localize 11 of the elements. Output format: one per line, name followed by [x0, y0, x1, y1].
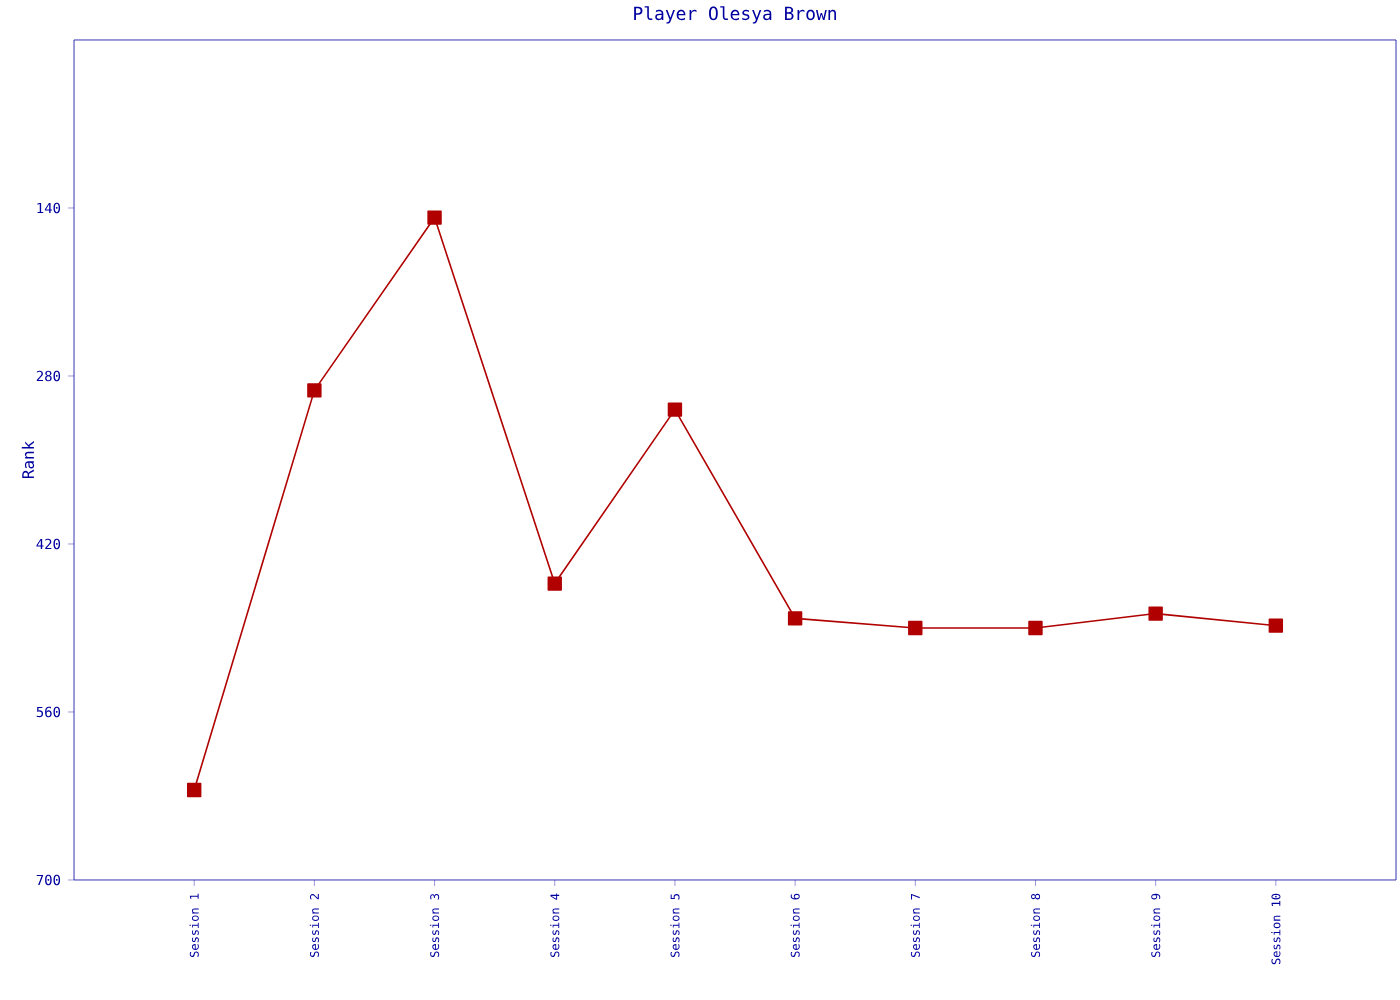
point	[307, 383, 322, 398]
point	[547, 576, 562, 591]
point	[1028, 620, 1043, 636]
point	[1268, 618, 1284, 633]
point	[908, 620, 923, 636]
point	[427, 210, 442, 225]
point	[1148, 606, 1163, 621]
point	[667, 402, 683, 417]
point	[787, 611, 803, 626]
point	[187, 782, 202, 798]
chart-title: Player Olesya Brown	[634, 6, 836, 24]
